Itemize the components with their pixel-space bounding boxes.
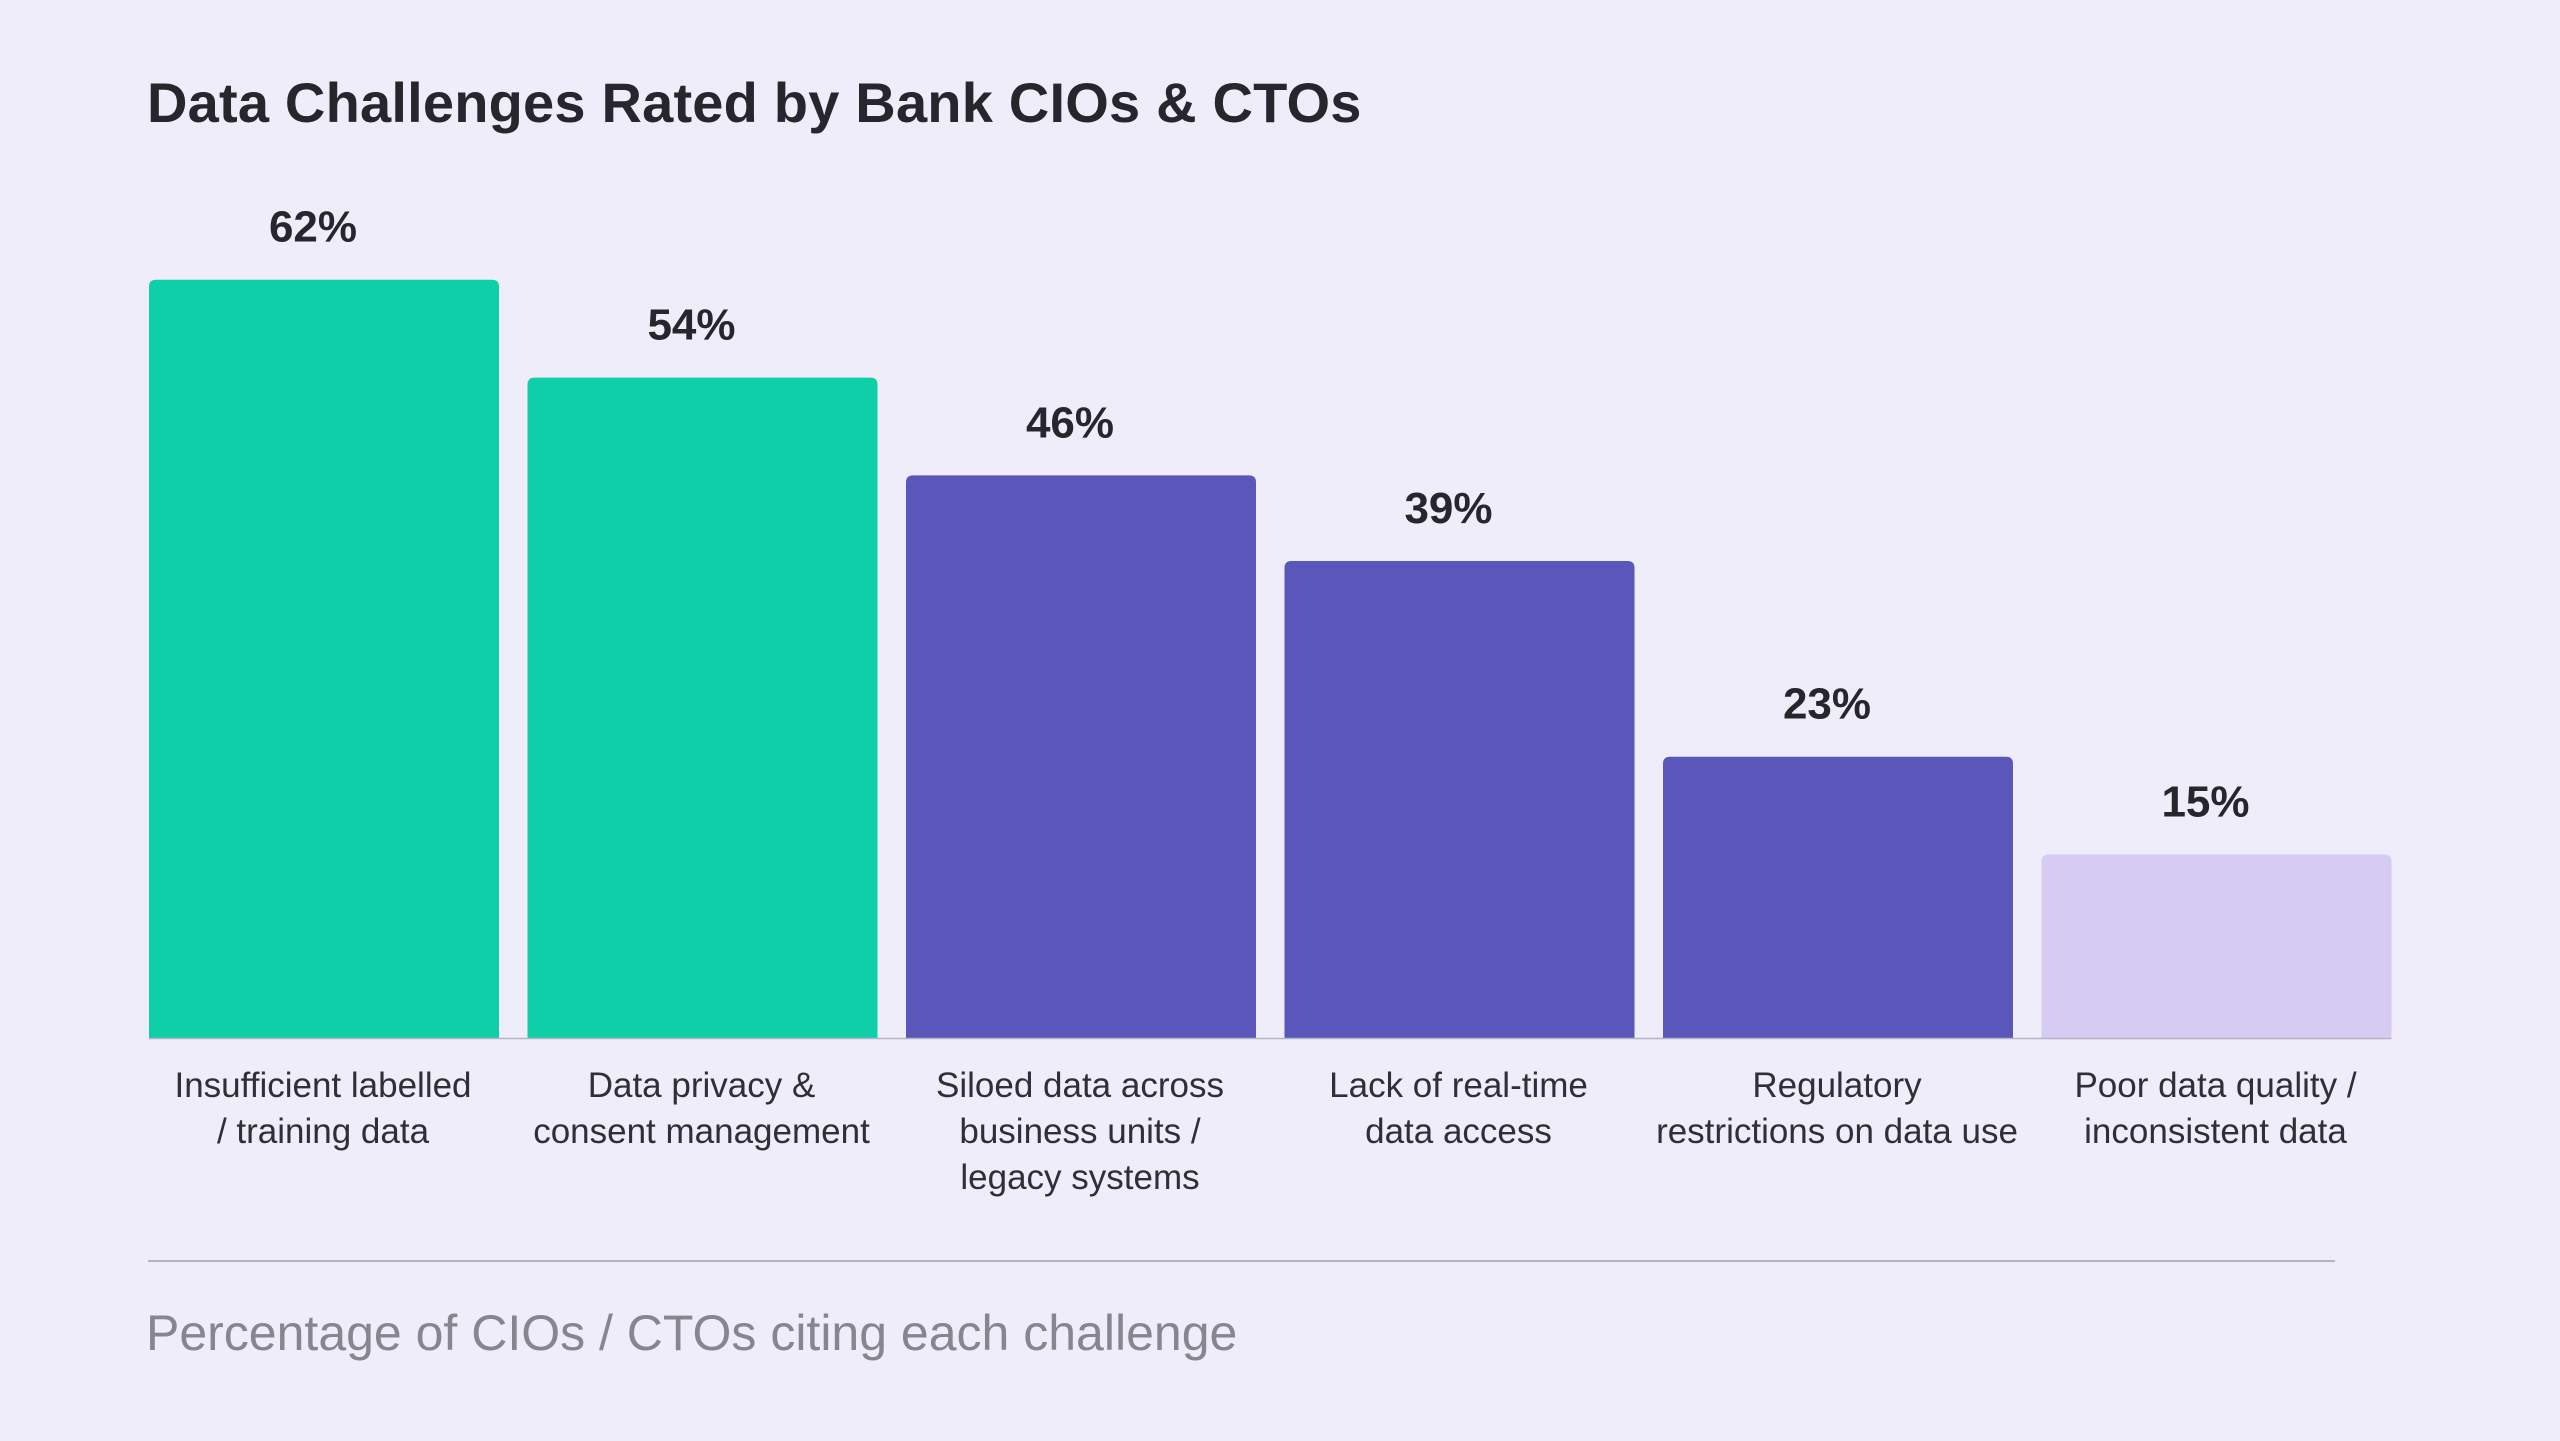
category-label: restrictions on data use xyxy=(1656,1112,2018,1151)
footer-note: Percentage of CIOs / CTOs citing each ch… xyxy=(146,1305,1238,1361)
category-label: consent management xyxy=(533,1112,870,1151)
bar-value-label: 23% xyxy=(1783,680,1871,729)
bar-4 xyxy=(1284,561,1635,1038)
bar-3 xyxy=(906,475,1256,1038)
category-label: business units / xyxy=(959,1112,1201,1151)
category-label: data access xyxy=(1365,1112,1552,1151)
category-label: Lack of real-time xyxy=(1329,1066,1588,1105)
category-label: Siloed data across xyxy=(936,1066,1224,1105)
bar-value-label: 62% xyxy=(269,203,357,252)
category-label: Poor data quality / xyxy=(2074,1066,2356,1105)
category-label: inconsistent data xyxy=(2084,1112,2347,1151)
bar-value-label: 54% xyxy=(647,301,735,350)
bar-2 xyxy=(527,377,878,1039)
bar-value-label: 39% xyxy=(1404,484,1492,533)
category-label: legacy systems xyxy=(960,1158,1199,1197)
chart-title: Data Challenges Rated by Bank CIOs & CTO… xyxy=(147,71,1362,134)
footer-divider xyxy=(148,1260,2335,1262)
bar-1 xyxy=(149,279,499,1038)
bar-6 xyxy=(2041,854,2392,1038)
category-label: Regulatory xyxy=(1752,1066,1922,1105)
category-label: Data privacy & xyxy=(588,1066,816,1105)
bar-5 xyxy=(1663,756,2013,1038)
bar-value-label: 15% xyxy=(2161,778,2249,827)
category-label: Insufficient labelled xyxy=(174,1066,471,1105)
bar-value-label: 46% xyxy=(1026,398,1114,447)
category-label: / training data xyxy=(217,1112,430,1151)
